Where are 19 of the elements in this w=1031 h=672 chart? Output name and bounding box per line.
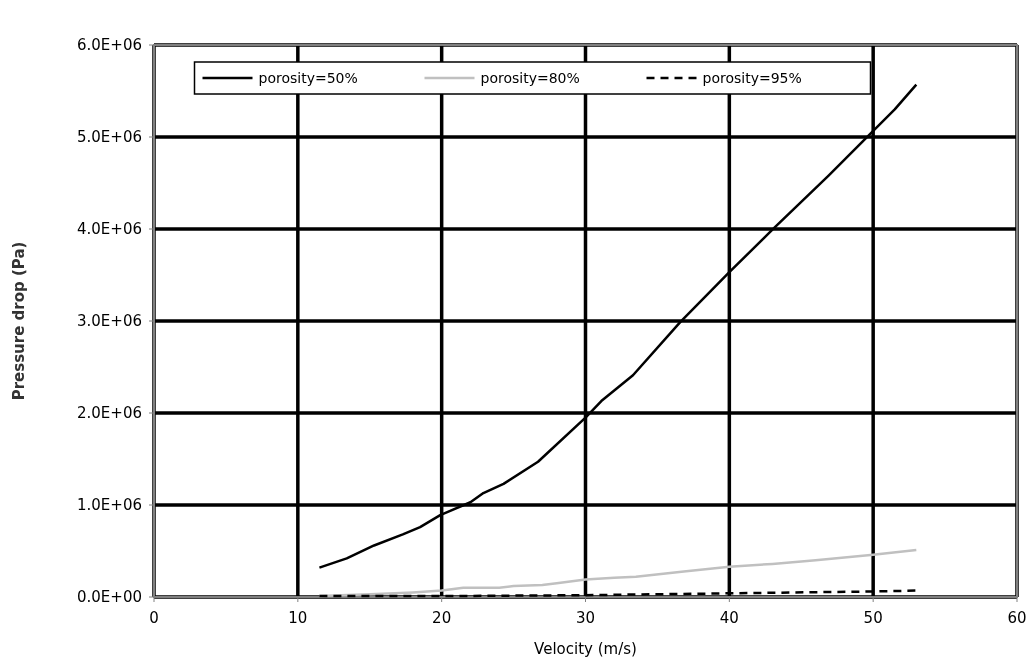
x-tick-label: 0: [149, 609, 159, 627]
y-tick-label: 3.0E+06: [77, 312, 142, 330]
x-tick-label: 10: [288, 609, 308, 627]
x-tick-label: 20: [432, 609, 452, 627]
y-tick-label: 6.0E+06: [77, 36, 142, 54]
y-tick-label: 2.0E+06: [77, 404, 142, 422]
y-tick-label: 0.0E+00: [77, 588, 142, 606]
x-tick-label: 60: [1007, 609, 1027, 627]
y-tick-label: 1.0E+06: [77, 496, 142, 514]
legend-label: porosity=95%: [702, 70, 802, 86]
x-axis-title: Velocity (m/s): [534, 640, 637, 658]
legend-label: porosity=50%: [258, 70, 358, 86]
x-tick-label: 50: [863, 609, 883, 627]
y-tick-label: 5.0E+06: [77, 128, 142, 146]
legend-label: porosity=80%: [480, 70, 580, 86]
x-tick-label: 30: [575, 609, 596, 627]
x-tick-label: 40: [719, 609, 739, 627]
y-axis-title: Pressure drop (Pa): [10, 241, 28, 401]
y-tick-label: 4.0E+06: [77, 220, 142, 238]
